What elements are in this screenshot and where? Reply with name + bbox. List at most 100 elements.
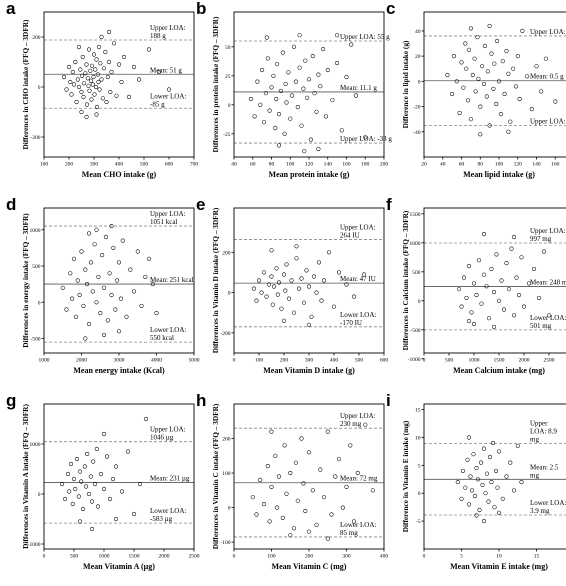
- data-point: [474, 292, 479, 298]
- data-point: [263, 91, 268, 96]
- x-tick-label: 20: [421, 162, 427, 168]
- upper-loa-label: 1046 µg: [150, 434, 174, 442]
- x-tick-label: 700: [190, 162, 199, 168]
- data-point: [276, 143, 282, 148]
- x-tick-label: 100: [495, 162, 504, 168]
- data-point: [536, 295, 542, 300]
- y-tick-label: -500: [30, 337, 40, 343]
- data-point: [86, 83, 91, 88]
- data-point: [496, 510, 502, 515]
- x-tick-label: 100: [40, 162, 49, 168]
- data-point: [553, 99, 558, 104]
- data-point: [506, 287, 512, 292]
- data-point: [501, 307, 507, 312]
- data-point: [110, 476, 116, 482]
- data-point: [291, 44, 297, 49]
- data-point: [278, 88, 283, 93]
- upper-loa-label: 230 mg: [340, 420, 362, 428]
- data-point: [325, 429, 330, 434]
- mean-label: mg: [530, 471, 539, 479]
- upper-loa-label: 1051 kcal: [150, 218, 177, 226]
- x-tick-label: 400: [115, 162, 124, 168]
- data-point: [89, 526, 95, 532]
- data-point: [459, 60, 464, 65]
- x-tick-label: 80: [269, 162, 275, 168]
- data-point: [67, 489, 72, 494]
- data-point: [273, 125, 278, 131]
- data-point: [502, 91, 507, 97]
- data-point: [294, 256, 299, 261]
- data-point: [312, 91, 317, 96]
- panel-letter: c: [386, 0, 395, 18]
- data-point: [256, 278, 262, 283]
- data-point: [79, 89, 84, 95]
- data-point: [494, 252, 499, 257]
- upper-loa-label: Upper LOA:: [150, 24, 186, 32]
- data-point: [282, 443, 287, 448]
- data-point: [106, 29, 112, 35]
- x-tick-label: 1500: [494, 358, 505, 364]
- panel-letter: g: [6, 391, 16, 410]
- data-point: [139, 303, 144, 308]
- data-point: [89, 499, 95, 504]
- data-point: [304, 268, 309, 273]
- x-tick-label: 4000: [151, 358, 162, 364]
- data-point: [314, 522, 319, 527]
- lower-loa-label: -85 g: [150, 100, 165, 108]
- data-point: [486, 499, 491, 504]
- data-point: [511, 66, 516, 71]
- x-tick-label: 2000: [159, 554, 170, 560]
- data-point: [481, 446, 487, 451]
- data-point: [271, 73, 276, 78]
- data-point: [301, 300, 307, 305]
- data-point: [101, 66, 107, 71]
- y-tick-label: -200: [30, 135, 40, 141]
- y-tick-label: 1000: [30, 228, 41, 234]
- data-point: [265, 56, 270, 61]
- y-tick-label: -20: [413, 105, 421, 111]
- y-tick-label: 1000: [410, 241, 421, 247]
- lower-loa-label: 550 kcal: [150, 334, 174, 342]
- data-point: [258, 102, 263, 107]
- y-tick-label: 1000: [30, 442, 41, 448]
- data-point: [96, 274, 101, 279]
- data-point: [66, 64, 72, 70]
- data-point: [79, 109, 84, 115]
- x-tick-label: 300: [90, 162, 99, 168]
- data-point: [94, 227, 99, 232]
- data-point: [475, 477, 481, 482]
- y-tick-label: 0: [38, 492, 41, 498]
- data-point: [299, 123, 304, 128]
- data-point: [464, 295, 469, 300]
- data-point: [276, 112, 282, 117]
- x-tick-label: 2500: [544, 358, 555, 364]
- data-point: [101, 486, 107, 492]
- data-point: [75, 278, 80, 283]
- y-tick-label: 200: [32, 35, 41, 41]
- data-point: [301, 481, 306, 486]
- data-point: [60, 285, 65, 290]
- data-point: [474, 466, 479, 471]
- panel-letter: b: [196, 0, 206, 18]
- y-tick-label: -200: [220, 331, 230, 337]
- data-point: [499, 278, 504, 283]
- upper-loa-label: 188 g: [150, 32, 166, 40]
- x-tick-label: 80: [478, 162, 484, 168]
- mean-label: Mean: 231 µg: [150, 474, 190, 482]
- data-point: [297, 65, 302, 70]
- y-tick-label: 0: [228, 506, 231, 512]
- data-point: [87, 88, 92, 93]
- x-tick-label: 500: [445, 358, 454, 364]
- data-point: [484, 284, 489, 289]
- data-point: [77, 519, 83, 524]
- y-tick-label: 1500: [410, 212, 421, 218]
- data-point: [267, 108, 272, 113]
- lower-loa-label: Lower LOA:: [530, 314, 566, 322]
- data-point: [99, 77, 104, 82]
- data-point: [135, 249, 140, 254]
- data-point: [99, 34, 104, 40]
- data-point: [473, 89, 478, 94]
- data-point: [131, 289, 137, 294]
- data-point: [120, 238, 125, 243]
- data-point: [351, 519, 357, 524]
